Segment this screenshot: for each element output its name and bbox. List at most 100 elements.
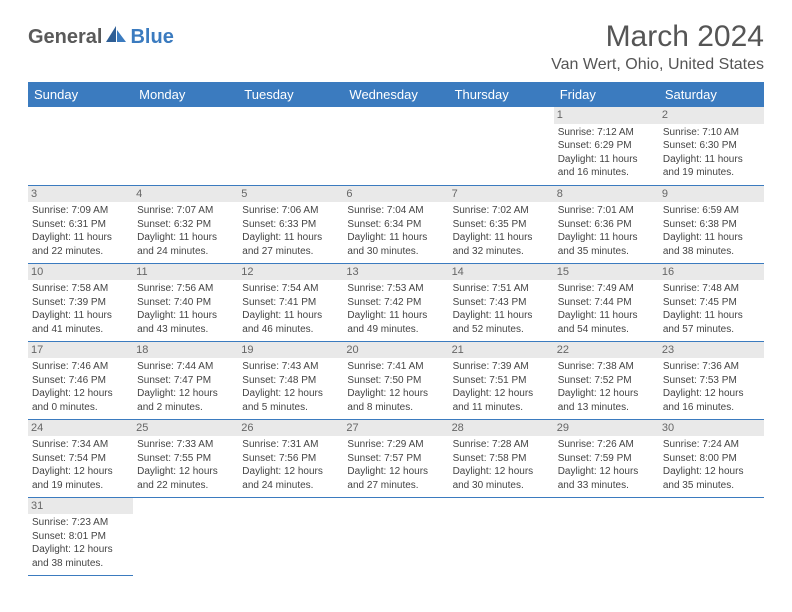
- day-number: 3: [28, 186, 133, 203]
- day-number: 12: [238, 264, 343, 281]
- day-number: 9: [659, 186, 764, 203]
- calendar-cell: 5Sunrise: 7:06 AMSunset: 6:33 PMDaylight…: [238, 185, 343, 263]
- daylight-text: Daylight: 11 hours and 24 minutes.: [137, 231, 234, 258]
- day-number: 5: [238, 186, 343, 203]
- calendar-cell: 23Sunrise: 7:36 AMSunset: 7:53 PMDayligh…: [659, 341, 764, 419]
- sunrise-text: Sunrise: 7:58 AM: [32, 282, 129, 296]
- sunset-text: Sunset: 7:58 PM: [453, 452, 550, 466]
- calendar-cell: 7Sunrise: 7:02 AMSunset: 6:35 PMDaylight…: [449, 185, 554, 263]
- daylight-text: Daylight: 12 hours and 22 minutes.: [137, 465, 234, 492]
- brand-logo: General Blue: [28, 26, 174, 49]
- daylight-text: Daylight: 12 hours and 16 minutes.: [663, 387, 760, 414]
- calendar-cell: 25Sunrise: 7:33 AMSunset: 7:55 PMDayligh…: [133, 419, 238, 497]
- calendar-cell: 13Sunrise: 7:53 AMSunset: 7:42 PMDayligh…: [343, 263, 448, 341]
- sunset-text: Sunset: 7:42 PM: [347, 296, 444, 310]
- calendar-cell: 16Sunrise: 7:48 AMSunset: 7:45 PMDayligh…: [659, 263, 764, 341]
- sunset-text: Sunset: 7:46 PM: [32, 374, 129, 388]
- sunset-text: Sunset: 6:33 PM: [242, 218, 339, 232]
- day-number: 18: [133, 342, 238, 359]
- daylight-text: Daylight: 12 hours and 2 minutes.: [137, 387, 234, 414]
- day-number: 17: [28, 342, 133, 359]
- day-number: 13: [343, 264, 448, 281]
- daylight-text: Daylight: 11 hours and 35 minutes.: [558, 231, 655, 258]
- sail-icon: [106, 26, 128, 49]
- month-title: March 2024: [551, 20, 764, 54]
- sunrise-text: Sunrise: 7:24 AM: [663, 438, 760, 452]
- sunset-text: Sunset: 7:55 PM: [137, 452, 234, 466]
- day-number: 11: [133, 264, 238, 281]
- sunset-text: Sunset: 7:40 PM: [137, 296, 234, 310]
- calendar-table: Sunday Monday Tuesday Wednesday Thursday…: [28, 82, 764, 576]
- sunset-text: Sunset: 8:01 PM: [32, 530, 129, 544]
- sunrise-text: Sunrise: 7:02 AM: [453, 204, 550, 218]
- sunset-text: Sunset: 6:34 PM: [347, 218, 444, 232]
- day-number: 10: [28, 264, 133, 281]
- calendar-week-row: 3Sunrise: 7:09 AMSunset: 6:31 PMDaylight…: [28, 185, 764, 263]
- sunrise-text: Sunrise: 7:51 AM: [453, 282, 550, 296]
- daylight-text: Daylight: 12 hours and 24 minutes.: [242, 465, 339, 492]
- calendar-week-row: 31Sunrise: 7:23 AMSunset: 8:01 PMDayligh…: [28, 497, 764, 575]
- weekday-header: Sunday: [28, 82, 133, 107]
- daylight-text: Daylight: 11 hours and 49 minutes.: [347, 309, 444, 336]
- calendar-cell: 10Sunrise: 7:58 AMSunset: 7:39 PMDayligh…: [28, 263, 133, 341]
- calendar-week-row: 24Sunrise: 7:34 AMSunset: 7:54 PMDayligh…: [28, 419, 764, 497]
- sunrise-text: Sunrise: 7:56 AM: [137, 282, 234, 296]
- daylight-text: Daylight: 12 hours and 0 minutes.: [32, 387, 129, 414]
- sunrise-text: Sunrise: 7:43 AM: [242, 360, 339, 374]
- sunrise-text: Sunrise: 7:26 AM: [558, 438, 655, 452]
- location-text: Van Wert, Ohio, United States: [551, 56, 764, 74]
- sunrise-text: Sunrise: 7:12 AM: [558, 126, 655, 140]
- calendar-cell: [238, 497, 343, 575]
- sunset-text: Sunset: 6:29 PM: [558, 139, 655, 153]
- sunrise-text: Sunrise: 7:38 AM: [558, 360, 655, 374]
- daylight-text: Daylight: 12 hours and 13 minutes.: [558, 387, 655, 414]
- sunrise-text: Sunrise: 7:41 AM: [347, 360, 444, 374]
- header: General Blue March 2024 Van Wert, Ohio, …: [28, 20, 764, 74]
- calendar-cell: 12Sunrise: 7:54 AMSunset: 7:41 PMDayligh…: [238, 263, 343, 341]
- sunset-text: Sunset: 7:57 PM: [347, 452, 444, 466]
- sunrise-text: Sunrise: 7:34 AM: [32, 438, 129, 452]
- sunrise-text: Sunrise: 7:06 AM: [242, 204, 339, 218]
- daylight-text: Daylight: 11 hours and 52 minutes.: [453, 309, 550, 336]
- day-number: 25: [133, 420, 238, 437]
- calendar-week-row: 1Sunrise: 7:12 AMSunset: 6:29 PMDaylight…: [28, 107, 764, 185]
- day-number: 26: [238, 420, 343, 437]
- sunrise-text: Sunrise: 7:23 AM: [32, 516, 129, 530]
- calendar-cell: 27Sunrise: 7:29 AMSunset: 7:57 PMDayligh…: [343, 419, 448, 497]
- sunrise-text: Sunrise: 7:33 AM: [137, 438, 234, 452]
- daylight-text: Daylight: 11 hours and 54 minutes.: [558, 309, 655, 336]
- weekday-header: Monday: [133, 82, 238, 107]
- sunset-text: Sunset: 7:47 PM: [137, 374, 234, 388]
- calendar-cell: 26Sunrise: 7:31 AMSunset: 7:56 PMDayligh…: [238, 419, 343, 497]
- day-number: 23: [659, 342, 764, 359]
- calendar-cell: 9Sunrise: 6:59 AMSunset: 6:38 PMDaylight…: [659, 185, 764, 263]
- calendar-cell: 4Sunrise: 7:07 AMSunset: 6:32 PMDaylight…: [133, 185, 238, 263]
- day-number: 22: [554, 342, 659, 359]
- day-number: 28: [449, 420, 554, 437]
- calendar-cell: 20Sunrise: 7:41 AMSunset: 7:50 PMDayligh…: [343, 341, 448, 419]
- calendar-cell: 21Sunrise: 7:39 AMSunset: 7:51 PMDayligh…: [449, 341, 554, 419]
- day-number: 16: [659, 264, 764, 281]
- calendar-cell: 8Sunrise: 7:01 AMSunset: 6:36 PMDaylight…: [554, 185, 659, 263]
- sunset-text: Sunset: 7:41 PM: [242, 296, 339, 310]
- sunset-text: Sunset: 6:38 PM: [663, 218, 760, 232]
- daylight-text: Daylight: 11 hours and 41 minutes.: [32, 309, 129, 336]
- weekday-header-row: Sunday Monday Tuesday Wednesday Thursday…: [28, 82, 764, 107]
- sunset-text: Sunset: 7:50 PM: [347, 374, 444, 388]
- day-number: 4: [133, 186, 238, 203]
- calendar-cell: [659, 497, 764, 575]
- calendar-cell: [554, 497, 659, 575]
- sunset-text: Sunset: 7:48 PM: [242, 374, 339, 388]
- daylight-text: Daylight: 12 hours and 11 minutes.: [453, 387, 550, 414]
- sunrise-text: Sunrise: 7:53 AM: [347, 282, 444, 296]
- day-number: 8: [554, 186, 659, 203]
- sunset-text: Sunset: 7:53 PM: [663, 374, 760, 388]
- sunset-text: Sunset: 7:44 PM: [558, 296, 655, 310]
- sunrise-text: Sunrise: 7:29 AM: [347, 438, 444, 452]
- daylight-text: Daylight: 12 hours and 8 minutes.: [347, 387, 444, 414]
- title-block: March 2024 Van Wert, Ohio, United States: [551, 20, 764, 74]
- calendar-cell: 22Sunrise: 7:38 AMSunset: 7:52 PMDayligh…: [554, 341, 659, 419]
- sunrise-text: Sunrise: 7:09 AM: [32, 204, 129, 218]
- daylight-text: Daylight: 12 hours and 35 minutes.: [663, 465, 760, 492]
- calendar-cell: 11Sunrise: 7:56 AMSunset: 7:40 PMDayligh…: [133, 263, 238, 341]
